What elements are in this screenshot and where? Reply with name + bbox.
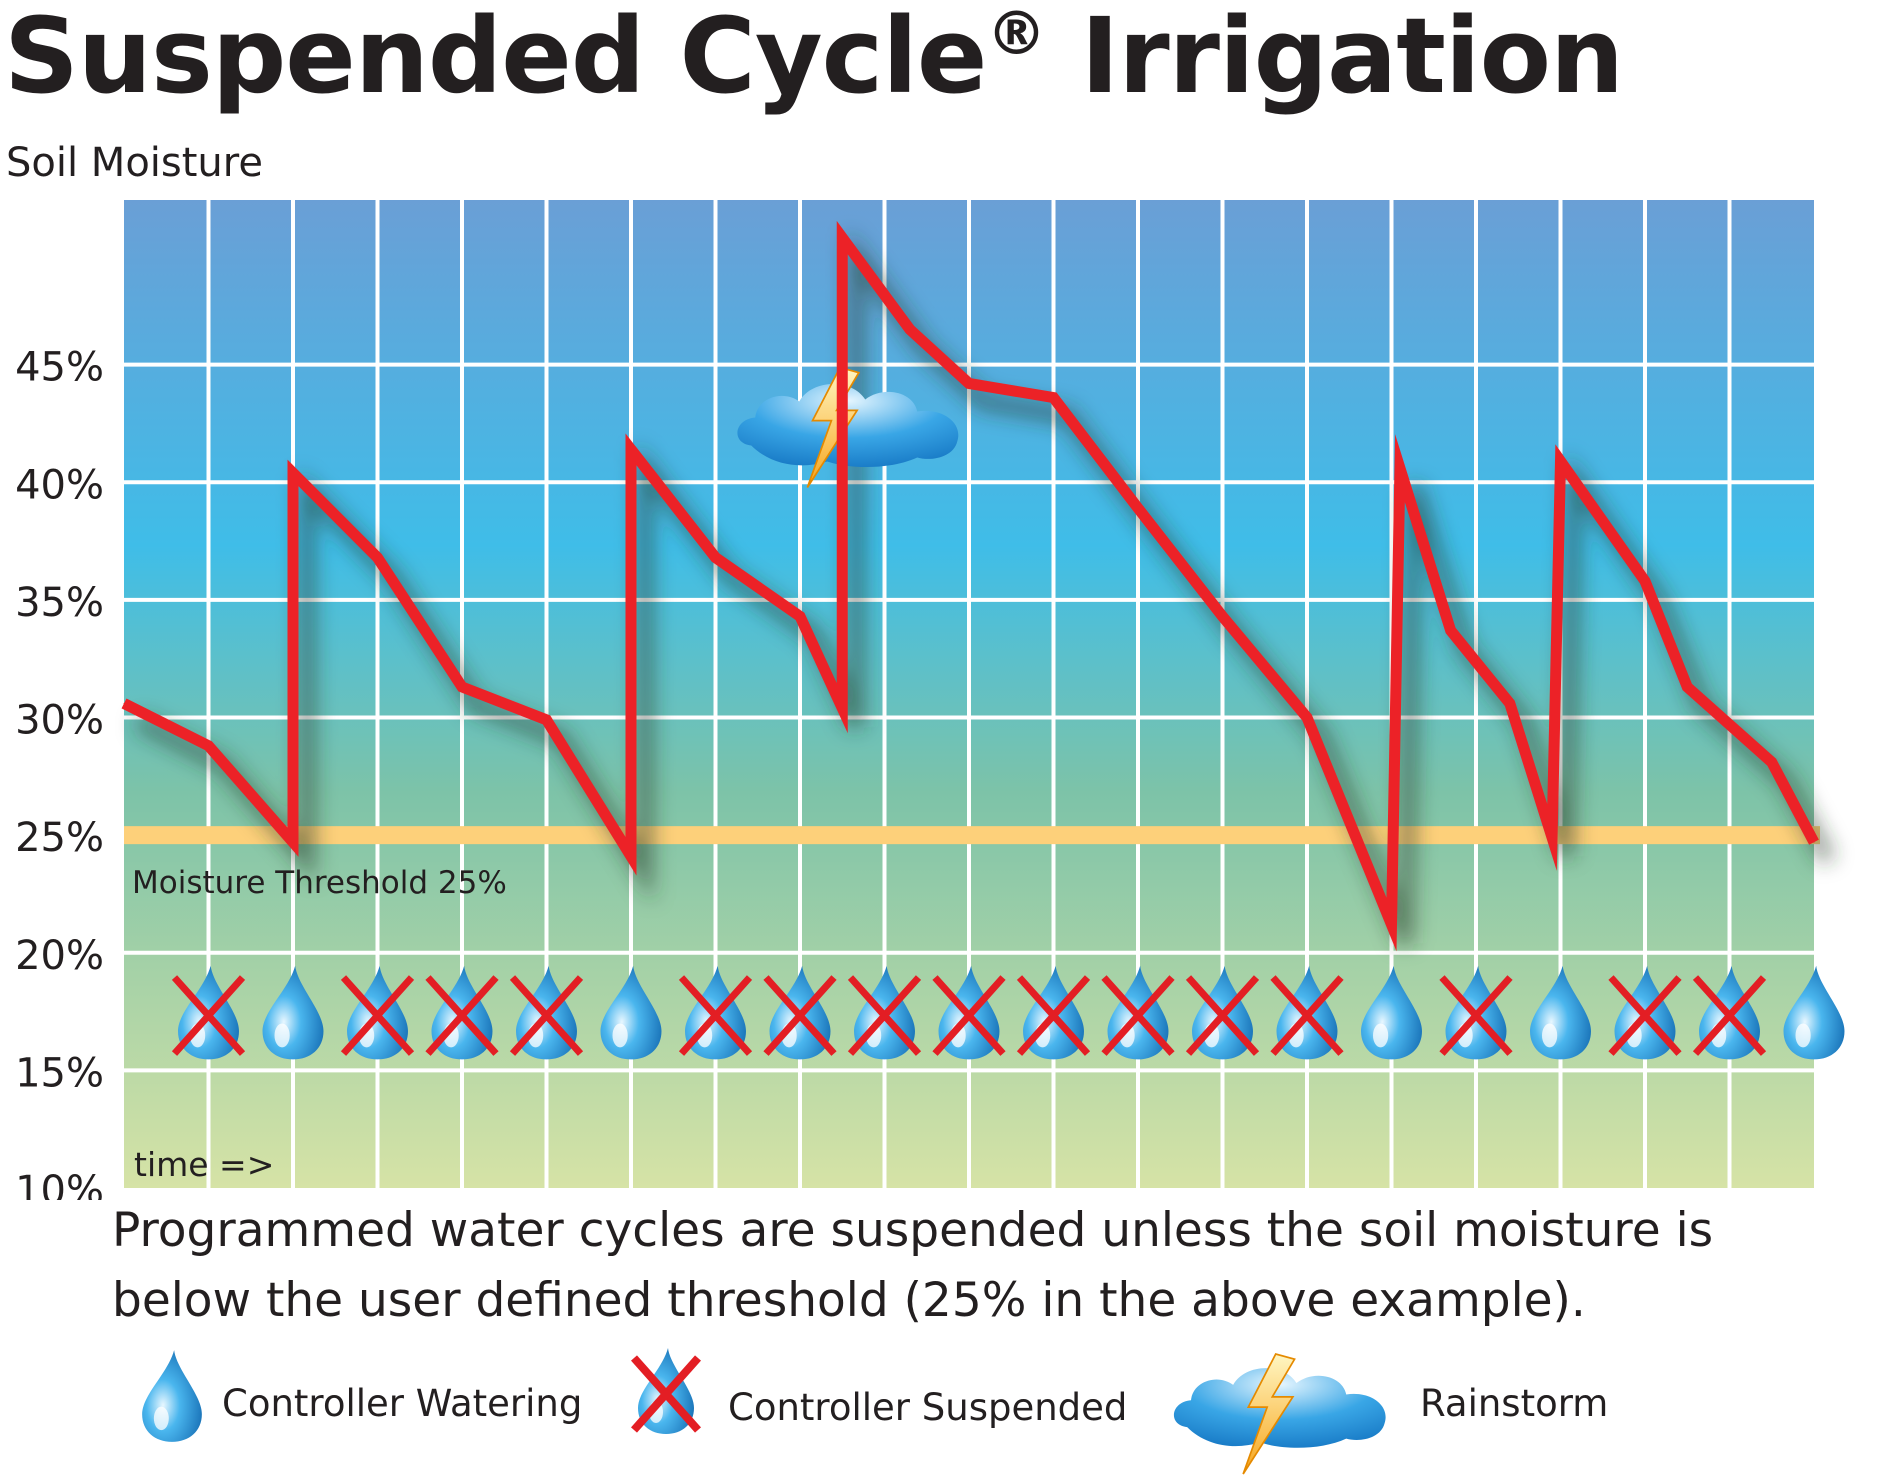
y-axis-ticks: 10% 15% 20% 25% 30% 35% 40% 45% — [15, 345, 104, 1200]
moisture-point — [1813, 841, 1815, 843]
moisture-point — [1137, 507, 1139, 509]
moisture-series — [121, 220, 1819, 952]
caption-line-2: below the user defined threshold (25% in… — [112, 1273, 1586, 1328]
y-tick-label: 35% — [15, 580, 104, 626]
caption: Programmed water cycles are suspended un… — [112, 1196, 1892, 1336]
moisture-point — [968, 382, 970, 384]
title-rest: Irrigation — [1080, 0, 1624, 117]
y-tick-label: 25% — [15, 815, 104, 861]
suspended-drop-icon — [1185, 965, 1260, 1060]
y-tick-label: 30% — [15, 698, 104, 744]
moisture-point — [1771, 761, 1773, 763]
moisture-point — [1551, 836, 1553, 838]
moisture-point — [1222, 615, 1223, 617]
legend-suspended-label: Controller Suspended — [728, 1386, 1128, 1429]
moisture-point — [1560, 460, 1561, 462]
legend-rainstorm-label: Rainstorm — [1420, 1382, 1609, 1425]
moisture-point — [1399, 467, 1401, 469]
suspended-drop-icon — [1608, 965, 1682, 1060]
legend-suspended-icon — [631, 1348, 701, 1434]
suspended-drop-icon — [1016, 965, 1091, 1060]
moisture-point — [1509, 702, 1511, 704]
chart-title: Suspended Cycle® Irrigation — [4, 0, 1624, 119]
moisture-point — [292, 472, 294, 474]
moisture-chart: 10% 15% 20% 25% 30% 35% 40% 45% Moisture Thresh… — [15, 200, 1845, 1200]
moisture-point — [630, 448, 632, 450]
threshold-label: Moisture Threshold 25% — [132, 865, 507, 901]
moisture-point — [461, 686, 463, 688]
suspended-drop-icon — [1692, 965, 1767, 1060]
moisture-point — [1391, 924, 1392, 926]
registered-mark: ® — [986, 0, 1046, 69]
legend-rainstorm-icon — [1173, 1353, 1386, 1475]
legend-watering-drop-icon — [140, 1348, 204, 1444]
y-tick-label: 40% — [15, 462, 104, 508]
suspended-drop-icon — [1439, 965, 1513, 1060]
suspended-drop-icon — [509, 965, 584, 1060]
title-text: Suspended Cycle — [4, 0, 987, 117]
suspended-drop-icon — [847, 965, 922, 1060]
suspended-drop-icon — [763, 965, 837, 1060]
y-tick-label: 15% — [15, 1050, 104, 1096]
moisture-point — [630, 855, 632, 857]
y-tick-label: 45% — [15, 345, 104, 391]
moisture-point — [1450, 629, 1452, 631]
suspended-drop-icon — [1270, 965, 1344, 1060]
moisture-point — [799, 615, 801, 617]
moisture-point — [1053, 397, 1054, 399]
suspended-drop-icon — [425, 965, 499, 1060]
caption-line-1: Programmed water cycles are suspended un… — [112, 1203, 1714, 1258]
moisture-point — [123, 702, 125, 704]
moisture-point — [1644, 580, 1646, 582]
moisture-point — [1306, 717, 1308, 719]
legend-watering-label: Controller Watering — [222, 1382, 583, 1425]
y-axis-label: Soil Moisture — [6, 140, 263, 186]
moisture-point — [841, 237, 843, 239]
moisture-point — [208, 745, 209, 747]
moisture-point — [1686, 686, 1688, 688]
moisture-point — [546, 719, 547, 721]
suspended-drop-icon — [678, 965, 753, 1060]
y-tick-label: 10% — [15, 1168, 104, 1200]
suspended-drop-icon — [171, 965, 246, 1060]
moisture-point — [841, 707, 843, 709]
moisture-point — [292, 841, 294, 843]
y-tick-label: 20% — [15, 933, 104, 979]
suspended-drop-icon — [340, 965, 415, 1060]
suspended-drop-icon — [932, 965, 1006, 1060]
irrigation-events — [171, 965, 1845, 1060]
moisture-point — [377, 557, 378, 559]
moisture-point — [715, 557, 716, 559]
suspended-drop-icon — [1101, 965, 1175, 1060]
x-axis-label: time => — [134, 1145, 274, 1184]
moisture-point — [909, 328, 911, 330]
